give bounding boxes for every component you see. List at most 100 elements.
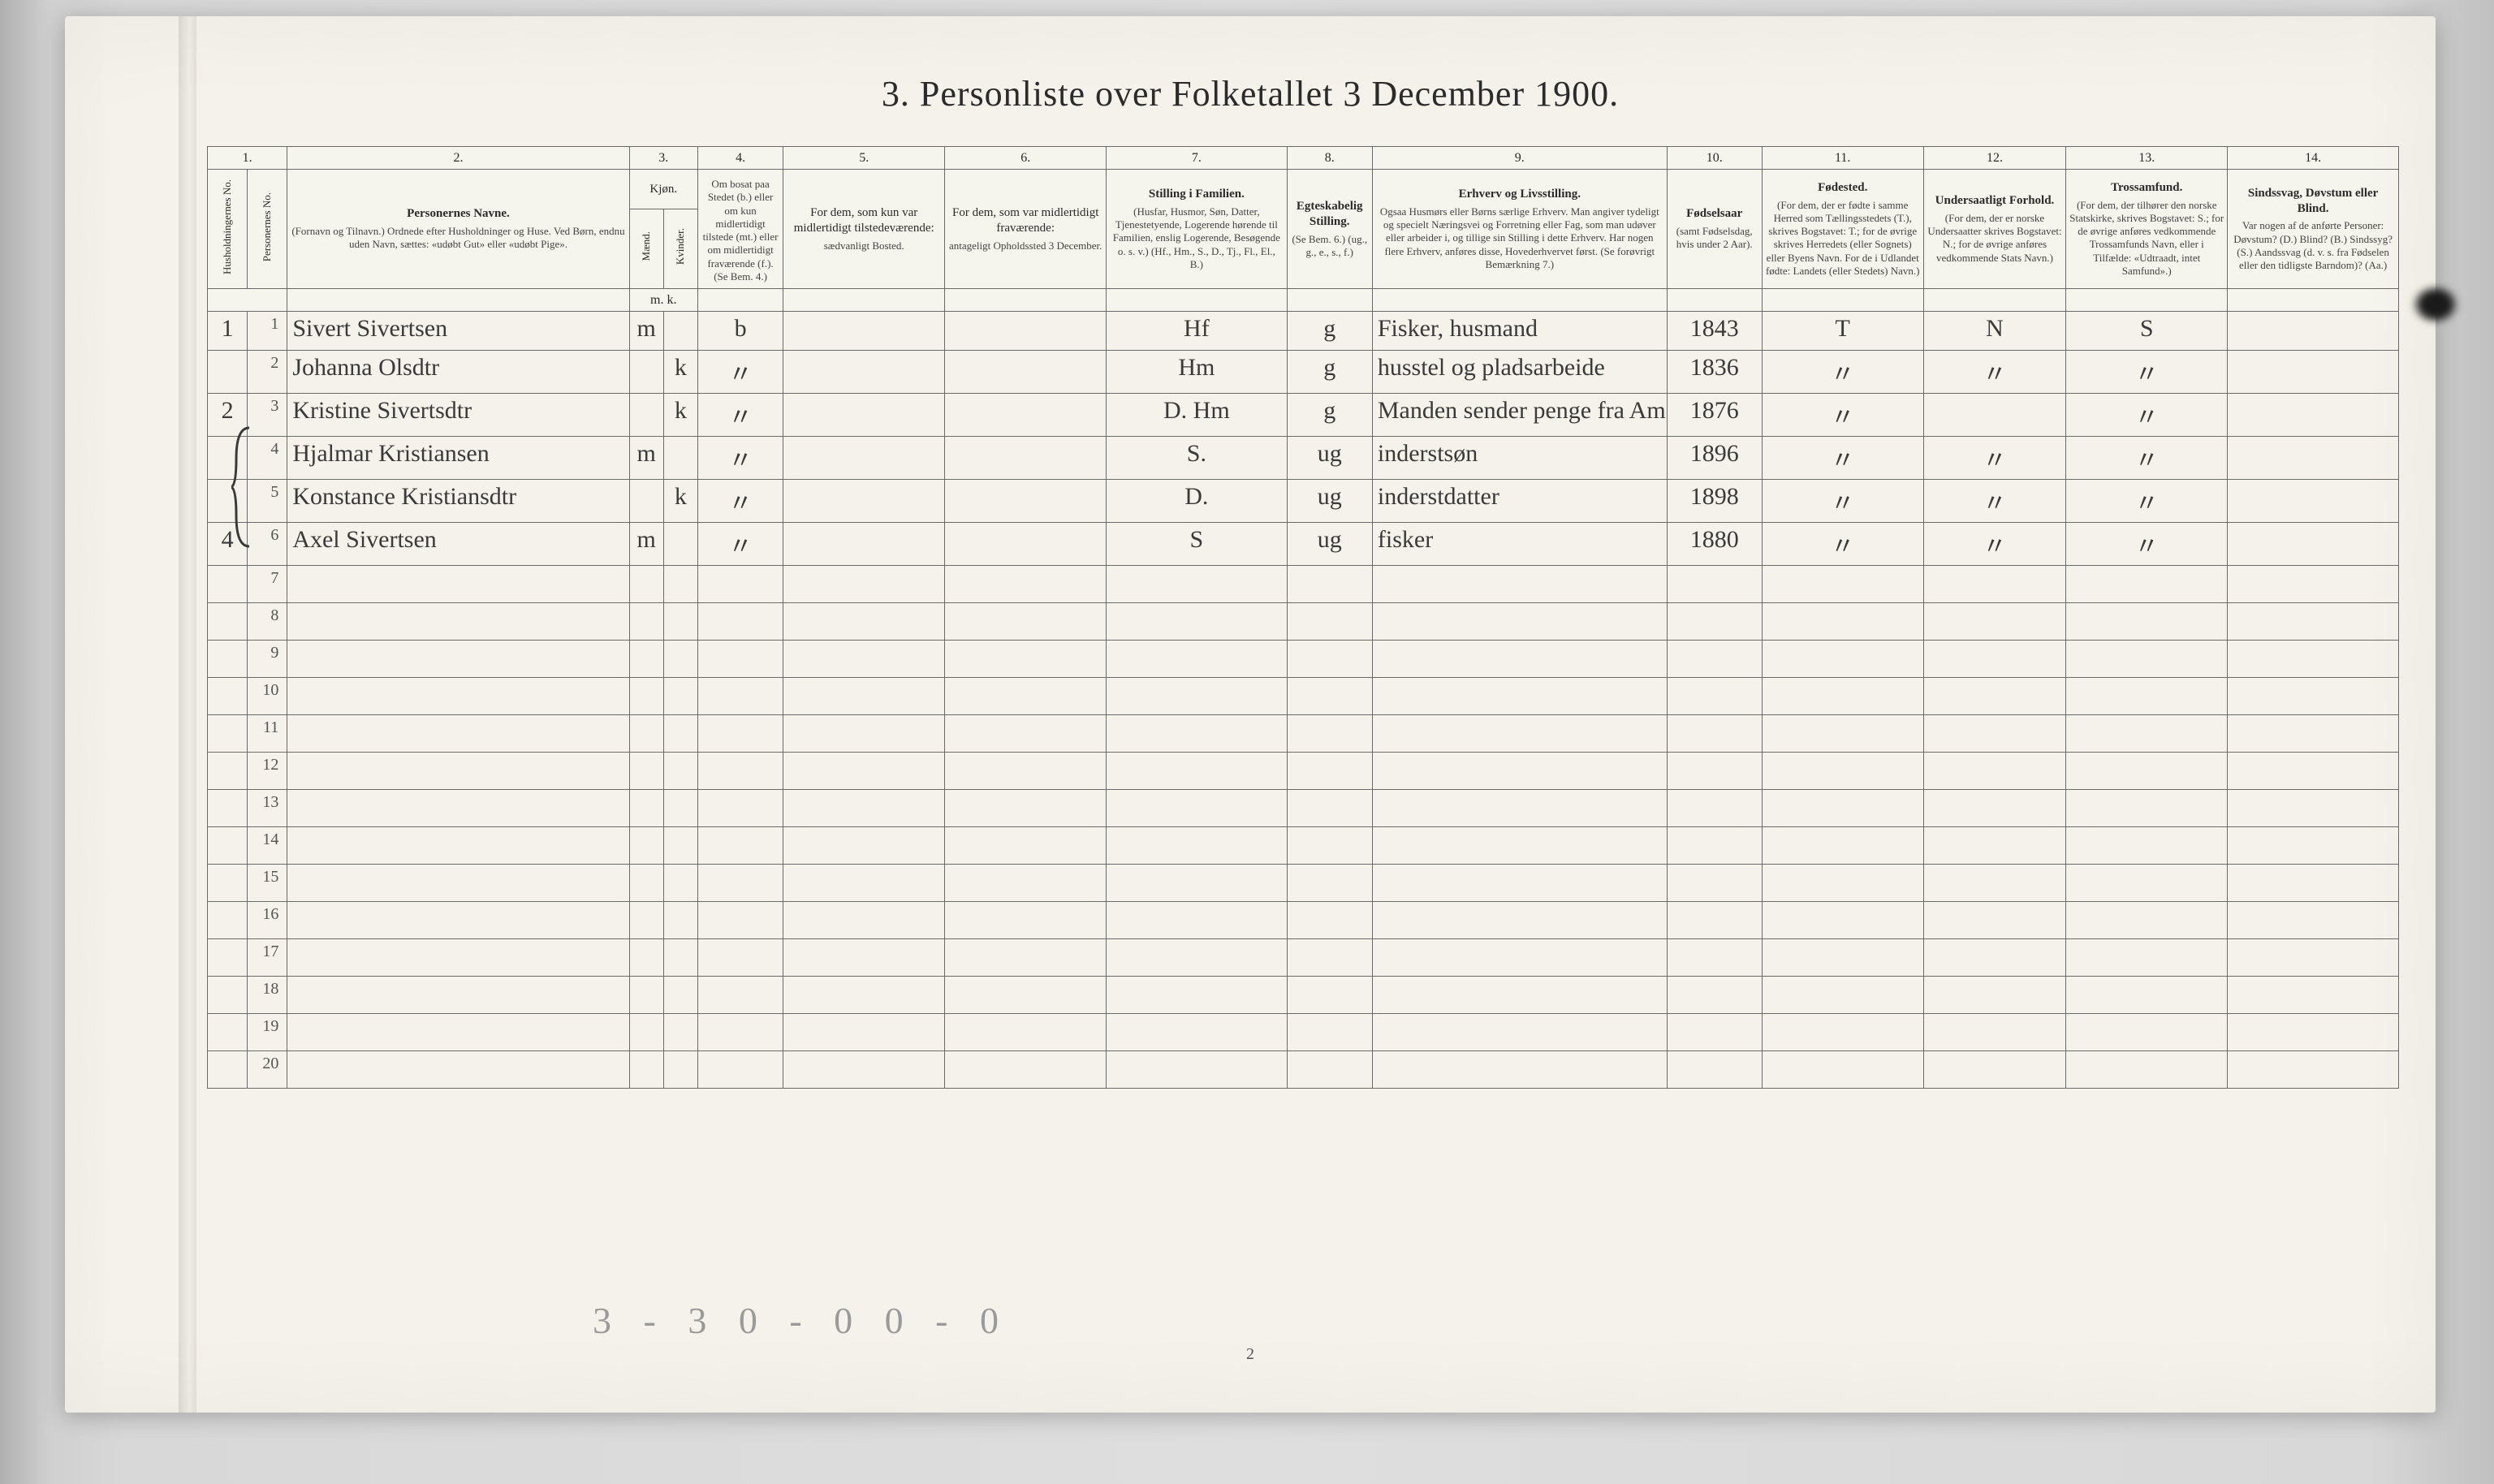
cell-empty xyxy=(1287,790,1372,827)
cell-empty xyxy=(287,566,629,603)
cell-empty xyxy=(1923,566,2066,603)
cell-empty xyxy=(783,678,945,715)
col-foot-b13 xyxy=(2066,289,2228,312)
cell-empty xyxy=(1287,715,1372,753)
cell-empty xyxy=(2066,678,2228,715)
cell-fsted: 〃 xyxy=(1762,394,1923,437)
cell-kj-k xyxy=(663,437,697,480)
cell-empty xyxy=(2228,715,2399,753)
cell-empty xyxy=(1923,939,2066,977)
col-num-2: 2. xyxy=(287,147,629,170)
col-num-11: 11. xyxy=(1762,147,1923,170)
cell-empty xyxy=(783,977,945,1014)
cell-empty xyxy=(2228,1051,2399,1089)
cell-empty xyxy=(663,1014,697,1051)
cell-empty xyxy=(1372,753,1667,790)
cell-egt: ug xyxy=(1287,437,1372,480)
cell-tros: S xyxy=(2066,312,2228,351)
cell-empty xyxy=(1107,865,1287,902)
page-fold xyxy=(179,16,196,1413)
cell-6 xyxy=(945,437,1107,480)
cell-empty xyxy=(629,603,663,641)
cell-empty xyxy=(663,790,697,827)
cell-empty xyxy=(783,753,945,790)
col-num-13: 13. xyxy=(2066,147,2228,170)
cell-empty xyxy=(2066,715,2228,753)
cell-tros: 〃 xyxy=(2066,523,2228,566)
cell-empty xyxy=(2228,827,2399,865)
cell-empty xyxy=(2066,977,2228,1014)
cell-egt: g xyxy=(1287,312,1372,351)
table-row-empty: 8 xyxy=(208,603,2399,641)
cell-hh xyxy=(208,566,248,603)
col-foot-b12 xyxy=(1923,289,2066,312)
cell-empty xyxy=(783,1051,945,1089)
cell-empty xyxy=(1667,790,1762,827)
cell-empty xyxy=(1287,827,1372,865)
table-row: 2Johanna Olsdtrk〃Hmghusstel og pladsarbe… xyxy=(208,351,2399,394)
cell-empty xyxy=(287,715,629,753)
cell-empty xyxy=(783,566,945,603)
cell-empty xyxy=(1923,1014,2066,1051)
cell-empty xyxy=(783,603,945,641)
cell-5 xyxy=(783,437,945,480)
page-title: 3. Personliste over Folketallet 3 Decemb… xyxy=(65,73,2436,114)
cell-empty xyxy=(1372,827,1667,865)
cell-hh xyxy=(208,827,248,865)
cell-und: N xyxy=(1923,312,2066,351)
cell-empty xyxy=(1667,715,1762,753)
cell-5 xyxy=(783,394,945,437)
cell-empty xyxy=(629,678,663,715)
cell-empty xyxy=(629,902,663,939)
cell-tros: 〃 xyxy=(2066,394,2228,437)
cell-empty xyxy=(1923,1051,2066,1089)
cell-empty xyxy=(783,902,945,939)
cell-empty xyxy=(1372,902,1667,939)
cell-empty xyxy=(287,641,629,678)
cell-empty xyxy=(663,1051,697,1089)
cell-hh xyxy=(208,641,248,678)
cell-empty xyxy=(1372,566,1667,603)
cell-aar: 1880 xyxy=(1667,523,1762,566)
cell-empty xyxy=(1372,603,1667,641)
cell-bosat: 〃 xyxy=(697,523,783,566)
cell-empty xyxy=(1107,1051,1287,1089)
table-body: 11Sivert SivertsenmbHfgFisker, husmand18… xyxy=(208,312,2399,1089)
cell-empty xyxy=(945,902,1107,939)
col-num-9: 9. xyxy=(1372,147,1667,170)
cell-empty xyxy=(1762,566,1923,603)
col-foot-b11 xyxy=(1762,289,1923,312)
cell-empty xyxy=(1372,1014,1667,1051)
cell-fam: S xyxy=(1107,523,1287,566)
cell-name: Konstance Kristiansdtr xyxy=(287,480,629,523)
cell-empty xyxy=(1107,790,1287,827)
cell-14 xyxy=(2228,480,2399,523)
cell-empty xyxy=(2228,790,2399,827)
cell-pn: 5 xyxy=(248,480,287,523)
cell-empty xyxy=(945,790,1107,827)
cell-empty xyxy=(287,939,629,977)
cell-empty xyxy=(697,939,783,977)
col-foot-mk: m. k. xyxy=(629,289,697,312)
col-num-1: 1. xyxy=(208,147,287,170)
col-foot-b14 xyxy=(2228,289,2399,312)
cell-aar: 1876 xyxy=(1667,394,1762,437)
cell-tros: 〃 xyxy=(2066,351,2228,394)
cell-empty xyxy=(287,827,629,865)
cell-empty xyxy=(1287,1014,1372,1051)
cell-pn: 9 xyxy=(248,641,287,678)
cell-empty xyxy=(697,902,783,939)
cell-empty xyxy=(697,865,783,902)
cell-empty xyxy=(1667,1051,1762,1089)
cell-pn: 7 xyxy=(248,566,287,603)
cell-hh xyxy=(208,977,248,1014)
cell-empty xyxy=(287,1051,629,1089)
cell-empty xyxy=(663,902,697,939)
cell-empty xyxy=(629,641,663,678)
cell-empty xyxy=(2228,865,2399,902)
cell-empty xyxy=(783,1014,945,1051)
cell-hh xyxy=(208,902,248,939)
col-num-12: 12. xyxy=(1923,147,2066,170)
cell-kj-m xyxy=(629,480,663,523)
table-row-empty: 18 xyxy=(208,977,2399,1014)
